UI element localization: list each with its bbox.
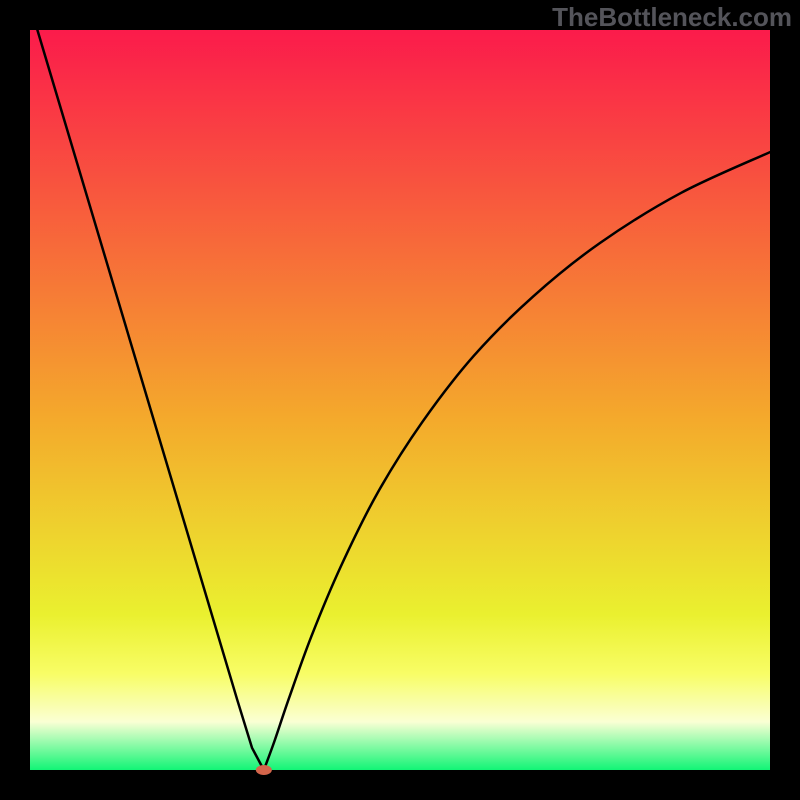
chart-frame: TheBottleneck.com [0,0,800,800]
valley-marker [256,765,272,775]
plot-area [30,30,770,770]
chart-svg [0,0,800,800]
